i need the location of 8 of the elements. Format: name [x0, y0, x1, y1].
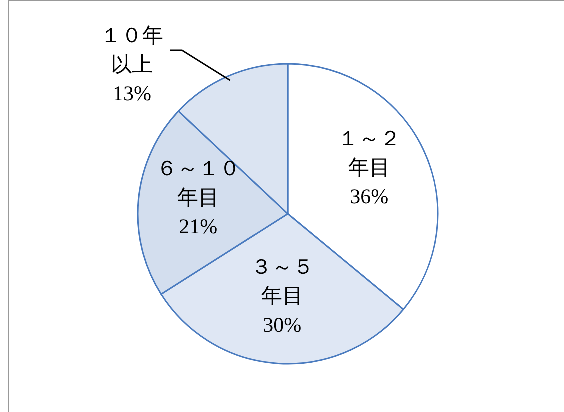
slice-label: １０年以上 [100, 23, 164, 76]
slice-label: ３～５年目 [250, 254, 314, 308]
data-label: 36% [350, 184, 389, 209]
slice-label: １～２年目 [338, 126, 401, 180]
slice-label: ６～１０年目 [156, 156, 240, 210]
data-label: 30% [263, 312, 302, 337]
data-label: 21% [179, 214, 218, 239]
data-label: 13% [112, 81, 152, 106]
